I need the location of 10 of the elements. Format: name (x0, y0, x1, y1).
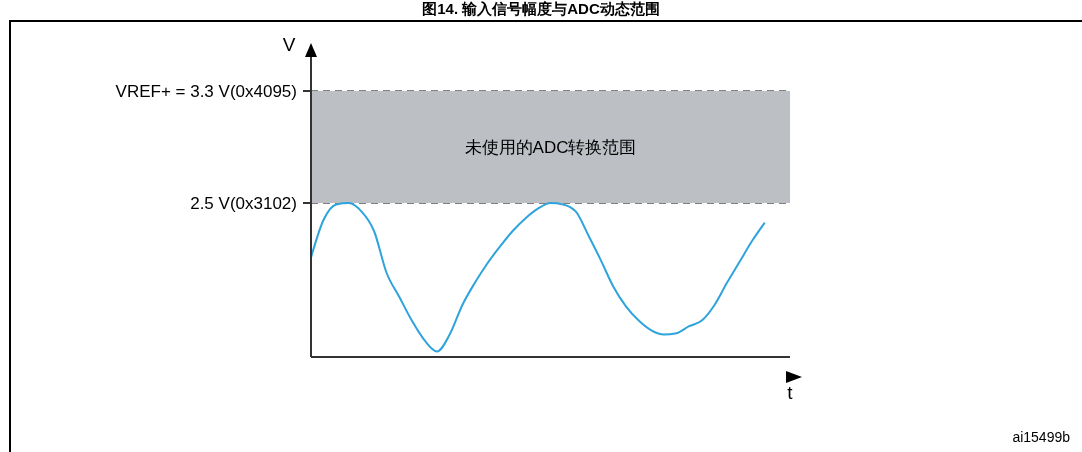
line-series (311, 202, 766, 353)
band-label: 未使用的ADC转换范围 (464, 138, 637, 158)
text: (0x3102) (229, 193, 297, 213)
chart-title: 图14. 输入信号幅度与ADC动态范围 (421, 0, 661, 18)
y-tick-label: VREF+ = 3.3 V (115, 81, 231, 101)
y-tick-label: 2.5 V (190, 193, 231, 213)
text: ai15499b (1012, 429, 1071, 445)
text: (0x4095) (229, 81, 297, 101)
y-axis-title: V (282, 34, 296, 55)
x-axis-title: t (787, 382, 794, 403)
